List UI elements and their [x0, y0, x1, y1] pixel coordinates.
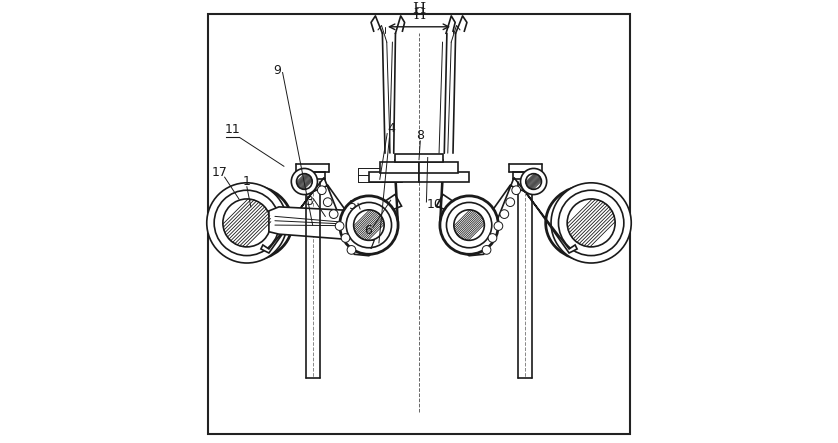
- Polygon shape: [463, 178, 577, 256]
- FancyBboxPatch shape: [395, 154, 443, 162]
- Circle shape: [347, 245, 356, 254]
- Circle shape: [447, 202, 492, 248]
- Text: 11: 11: [225, 123, 241, 136]
- Circle shape: [292, 168, 318, 194]
- Text: 6: 6: [364, 224, 371, 237]
- Polygon shape: [269, 207, 357, 241]
- FancyBboxPatch shape: [419, 162, 458, 173]
- Circle shape: [551, 183, 631, 263]
- Text: 1: 1: [243, 175, 251, 188]
- Circle shape: [354, 210, 384, 241]
- Circle shape: [454, 210, 484, 241]
- FancyBboxPatch shape: [419, 172, 469, 182]
- FancyBboxPatch shape: [380, 162, 419, 173]
- Polygon shape: [378, 194, 401, 214]
- Circle shape: [207, 183, 287, 263]
- Circle shape: [512, 186, 520, 194]
- Circle shape: [506, 198, 515, 206]
- Circle shape: [323, 198, 332, 206]
- Text: 17: 17: [211, 166, 227, 179]
- Polygon shape: [437, 194, 460, 214]
- Circle shape: [494, 222, 503, 230]
- Circle shape: [329, 210, 338, 218]
- Circle shape: [488, 233, 497, 242]
- Text: 3: 3: [305, 194, 313, 208]
- Ellipse shape: [210, 186, 292, 260]
- Circle shape: [525, 174, 541, 189]
- Circle shape: [339, 196, 398, 254]
- Text: 9: 9: [273, 64, 282, 77]
- Circle shape: [318, 186, 326, 194]
- Circle shape: [335, 222, 344, 230]
- Ellipse shape: [546, 186, 628, 260]
- Circle shape: [520, 168, 546, 194]
- Circle shape: [567, 199, 615, 247]
- Polygon shape: [261, 178, 375, 256]
- Circle shape: [500, 210, 509, 218]
- FancyBboxPatch shape: [369, 172, 419, 182]
- Circle shape: [440, 196, 499, 254]
- Circle shape: [558, 190, 623, 256]
- Text: 10: 10: [427, 198, 442, 211]
- Text: 7: 7: [369, 239, 376, 252]
- Text: H: H: [413, 8, 425, 22]
- Circle shape: [215, 190, 280, 256]
- Circle shape: [482, 245, 491, 254]
- Text: H: H: [412, 2, 426, 16]
- Text: 8: 8: [416, 129, 424, 142]
- Circle shape: [297, 174, 313, 189]
- Circle shape: [223, 199, 271, 247]
- Circle shape: [346, 202, 391, 248]
- Text: 4: 4: [388, 122, 396, 135]
- Text: 5: 5: [349, 199, 357, 212]
- Circle shape: [341, 233, 350, 242]
